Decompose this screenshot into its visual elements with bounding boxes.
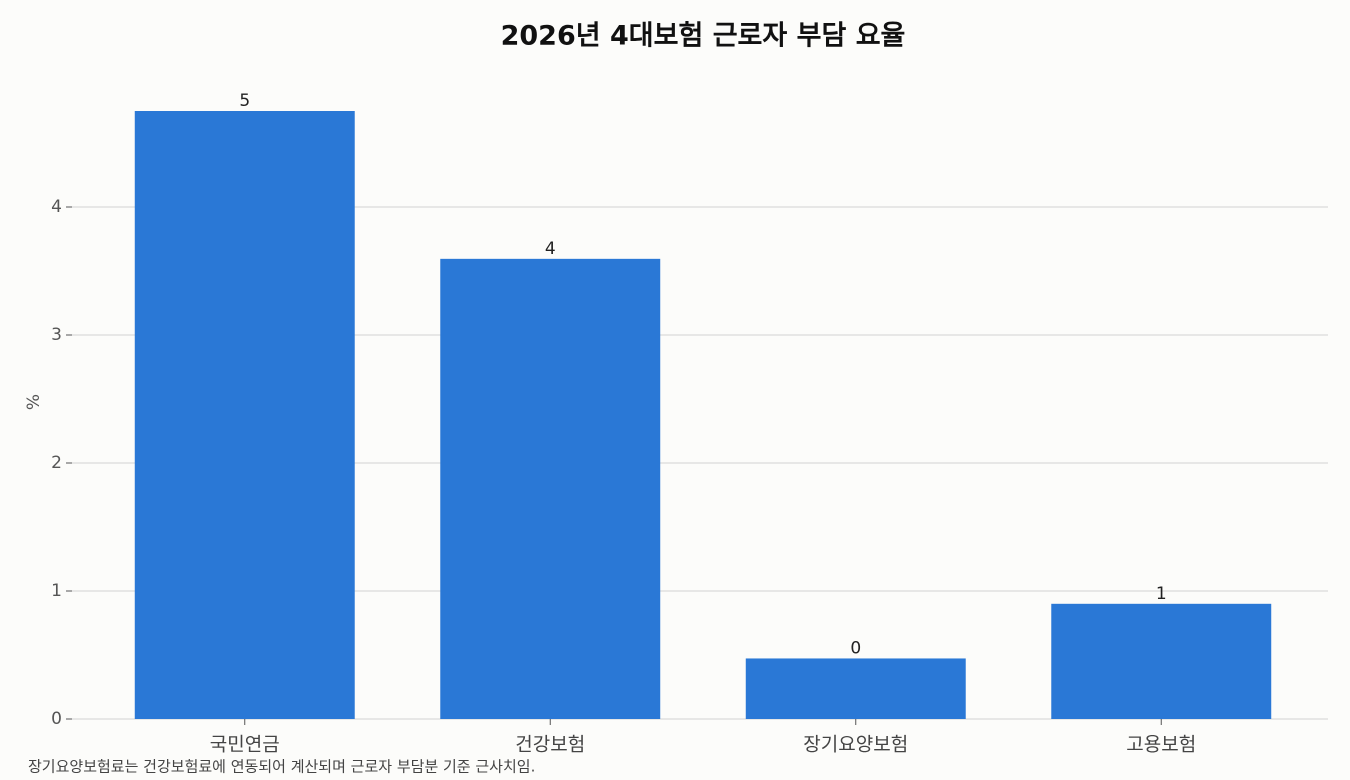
y-tick-label: 2 [51, 453, 62, 473]
bar [134, 111, 355, 719]
y-tick-label: 1 [51, 581, 62, 601]
x-tick-label: 국민연금 [210, 734, 280, 756]
value-label: 4 [545, 239, 556, 259]
value-label: 5 [239, 91, 250, 111]
bar [440, 258, 661, 719]
bar [745, 658, 966, 719]
y-tick-label: 4 [51, 197, 62, 217]
value-label: 1 [1156, 584, 1167, 604]
value-label: 0 [850, 638, 861, 658]
x-tick-label: 고용보험 [1126, 734, 1196, 756]
x-tick-label: 건강보험 [515, 734, 585, 756]
x-tick-label: 장기요양보험 [803, 734, 908, 756]
y-axis-label: % [24, 394, 44, 410]
footnote: 장기요양보험료는 건강보험료에 연동되어 계산되며 근로자 부담분 기준 근사치… [28, 758, 535, 776]
bar [1051, 603, 1272, 719]
chart-title: 2026년 4대보험 근로자 부담 요율 [501, 21, 906, 52]
y-tick-label: 0 [51, 709, 62, 729]
y-tick-label: 3 [51, 325, 62, 345]
